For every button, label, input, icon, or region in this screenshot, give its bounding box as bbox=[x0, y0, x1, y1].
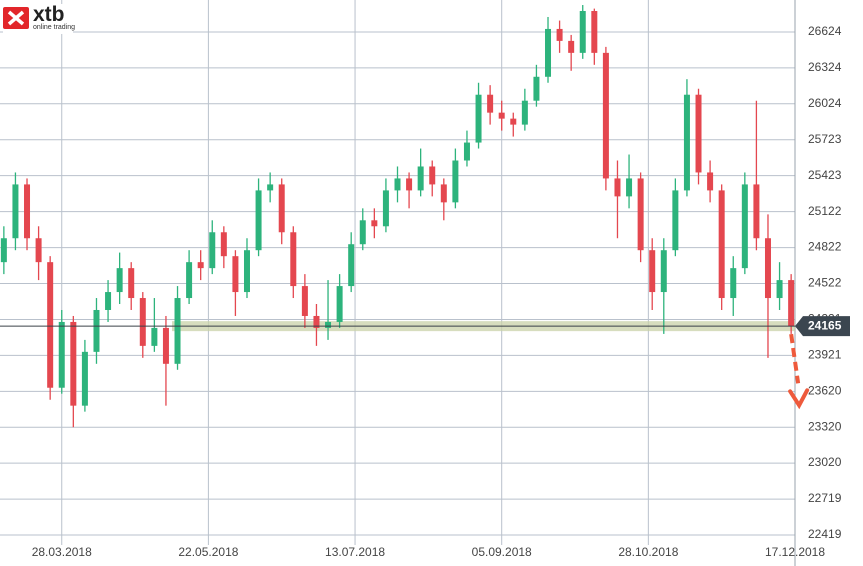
candle-body bbox=[591, 11, 598, 53]
candle-body bbox=[24, 184, 31, 239]
candle-body bbox=[545, 28, 552, 77]
price-tag-label: 24165 bbox=[808, 318, 842, 332]
candle-body bbox=[58, 321, 65, 388]
candle-body bbox=[417, 166, 424, 191]
y-tick-label: 25122 bbox=[808, 204, 842, 218]
candle-body bbox=[614, 178, 621, 197]
y-tick-label: 22419 bbox=[808, 527, 842, 541]
candle-body bbox=[776, 280, 783, 299]
candle-body bbox=[162, 327, 169, 364]
y-tick-label: 23320 bbox=[808, 419, 842, 433]
candle-body bbox=[209, 232, 216, 269]
candle-body bbox=[521, 100, 528, 125]
candle-body bbox=[105, 292, 112, 310]
candle-body bbox=[429, 166, 436, 185]
y-tick-label: 26024 bbox=[808, 96, 842, 110]
candle-body bbox=[232, 256, 239, 293]
x-tick-label: 28.03.2018 bbox=[32, 545, 92, 559]
candle-body bbox=[336, 286, 343, 322]
candle-body bbox=[313, 315, 320, 328]
candle-body bbox=[649, 250, 656, 293]
candle-body bbox=[683, 94, 690, 191]
price-tag bbox=[795, 316, 850, 337]
candle-body bbox=[579, 11, 586, 53]
candle-body bbox=[348, 244, 355, 287]
candle-body bbox=[220, 232, 227, 257]
candle-body bbox=[764, 238, 771, 299]
candle-body bbox=[186, 262, 193, 299]
candle-body bbox=[81, 351, 88, 406]
candle-body bbox=[359, 220, 366, 245]
logo-icon bbox=[3, 7, 29, 29]
candle-body bbox=[672, 190, 679, 251]
x-tick-label: 05.09.2018 bbox=[472, 545, 532, 559]
candle-body bbox=[602, 52, 609, 179]
candle-body bbox=[151, 327, 158, 346]
candle-body bbox=[475, 94, 482, 143]
candle-body bbox=[116, 268, 123, 293]
candle-body bbox=[718, 190, 725, 299]
candle-body bbox=[487, 94, 494, 113]
candle-body bbox=[660, 250, 667, 293]
candle-body bbox=[463, 142, 470, 161]
arrow-head bbox=[788, 388, 810, 410]
candle-body bbox=[139, 298, 146, 346]
y-tick-label: 25723 bbox=[808, 132, 842, 146]
candle-body bbox=[93, 309, 100, 352]
candle-body bbox=[0, 238, 7, 263]
candle-body bbox=[382, 190, 389, 227]
candle-body bbox=[174, 298, 181, 364]
candle-body bbox=[394, 178, 401, 191]
candle-body bbox=[35, 238, 42, 263]
candle-body bbox=[255, 190, 262, 251]
candle-body bbox=[47, 262, 54, 388]
logo-name: xtb bbox=[33, 3, 65, 26]
candle-body bbox=[197, 262, 204, 269]
candle-body bbox=[267, 184, 274, 191]
y-tick-label: 22719 bbox=[808, 491, 842, 505]
arrow-shaft bbox=[789, 333, 801, 384]
logo: xtb online trading bbox=[3, 3, 76, 34]
candle-body bbox=[695, 94, 702, 173]
y-tick-label: 24822 bbox=[808, 240, 842, 254]
y-tick-label: 26624 bbox=[808, 24, 842, 38]
candle-body bbox=[637, 178, 644, 251]
candle-body bbox=[533, 76, 540, 101]
candle-body bbox=[243, 250, 250, 293]
y-tick-label: 26324 bbox=[808, 60, 842, 74]
logo-mark bbox=[7, 10, 25, 26]
candle-body bbox=[440, 184, 447, 203]
candle-body bbox=[510, 118, 517, 125]
candle-body bbox=[290, 232, 297, 287]
y-tick-label: 25423 bbox=[808, 168, 842, 182]
x-tick-label: 13.07.2018 bbox=[325, 545, 385, 559]
candle-body bbox=[498, 112, 505, 119]
candle-body bbox=[371, 220, 378, 227]
candle-body bbox=[325, 321, 332, 328]
candle-body bbox=[753, 184, 760, 239]
candle-body bbox=[70, 321, 77, 406]
candle-body bbox=[128, 268, 135, 299]
candle-body bbox=[406, 178, 413, 191]
candle-body bbox=[626, 178, 633, 197]
x-tick-label: 28.10.2018 bbox=[618, 545, 678, 559]
y-tick-label: 23620 bbox=[808, 383, 842, 397]
candle-body bbox=[278, 184, 285, 233]
candle-body bbox=[741, 184, 748, 269]
candle-body bbox=[301, 286, 308, 316]
y-tick-label: 24522 bbox=[808, 276, 842, 290]
y-tick-label: 23921 bbox=[808, 347, 842, 361]
candle-body bbox=[568, 40, 575, 53]
candle-body bbox=[12, 184, 19, 239]
candle-body bbox=[707, 172, 714, 191]
candle-body bbox=[730, 268, 737, 299]
candle-body bbox=[452, 160, 459, 203]
logo-tagline: online trading bbox=[33, 24, 76, 31]
x-tick-label: 22.05.2018 bbox=[178, 545, 238, 559]
candle-body bbox=[556, 28, 563, 41]
candle-body bbox=[788, 280, 795, 327]
y-tick-label: 23020 bbox=[808, 455, 842, 469]
